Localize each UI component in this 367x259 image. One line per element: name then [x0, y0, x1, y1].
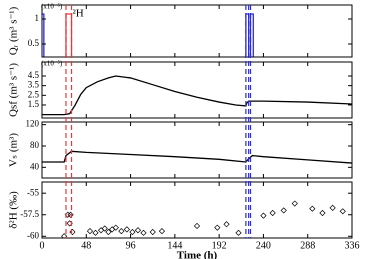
frame — [41, 121, 353, 179]
y-tick-label: -60 — [27, 230, 39, 240]
x-tick-label: 336 — [345, 240, 360, 251]
point — [86, 228, 94, 235]
point — [223, 221, 230, 228]
x-tick-label: 288 — [300, 240, 315, 251]
point — [269, 209, 276, 217]
x-tick-label: 240 — [256, 240, 271, 251]
point — [149, 228, 156, 236]
y-tick-label: 1 — [35, 13, 40, 23]
point — [123, 226, 130, 233]
point — [61, 233, 68, 238]
axis-exponent: (x10⁻⁵) — [41, 3, 63, 11]
y-axis-label: Qᵣ (m³ s⁻¹) — [8, 6, 20, 55]
point — [214, 224, 221, 231]
plot-area — [61, 200, 346, 238]
line — [42, 13, 254, 57]
x-tick-label: 144 — [167, 240, 182, 251]
x-tick-label: 48 — [81, 240, 91, 251]
plot-area — [42, 150, 352, 164]
y-tick-label: 4.5 — [28, 70, 40, 80]
point — [134, 227, 142, 234]
y-tick-label: 0.5 — [28, 38, 40, 48]
point — [129, 228, 136, 236]
y-tick-label: 80 — [30, 140, 40, 150]
x-tick-label: 0 — [40, 240, 45, 251]
y-tick-label: -57.5 — [20, 209, 39, 219]
y-tick-label: 2.5 — [28, 89, 40, 99]
point — [309, 205, 316, 212]
y-tick-label: 40 — [30, 161, 40, 171]
y-tick-label: -55 — [27, 187, 39, 197]
y-axis-label: Qsf (m³ s⁻¹) — [8, 63, 20, 117]
point — [112, 224, 119, 231]
point — [105, 228, 112, 236]
y-axis-label: δ²H (‰) — [8, 191, 20, 229]
axis-exponent: (x10⁻⁵) — [41, 60, 63, 68]
frame — [41, 181, 353, 239]
x-axis-label: Time (h) — [177, 250, 218, 259]
point — [193, 222, 201, 230]
plot-area — [42, 75, 352, 116]
frame — [41, 4, 353, 58]
point — [158, 228, 166, 235]
annotation: ²H — [72, 8, 83, 20]
y-tick-label: 3.5 — [28, 80, 40, 90]
plot-area — [42, 13, 254, 57]
point — [97, 227, 105, 234]
y-tick-label: 120 — [26, 119, 40, 129]
point — [339, 208, 346, 215]
point — [101, 225, 108, 232]
frame — [41, 61, 353, 119]
line — [42, 150, 352, 164]
x-tick-label: 192 — [212, 240, 227, 251]
point — [140, 229, 147, 236]
point — [69, 228, 76, 236]
point — [319, 209, 326, 217]
point — [67, 211, 74, 218]
point — [260, 212, 267, 219]
point — [235, 229, 242, 236]
line — [42, 75, 352, 116]
point — [291, 200, 298, 207]
point — [280, 207, 287, 214]
point — [92, 229, 99, 236]
point — [329, 204, 336, 211]
point — [118, 228, 125, 235]
line — [65, 13, 73, 57]
y-axis-label: Vₛ (m³) — [8, 133, 20, 167]
x-tick-label: 96 — [126, 240, 136, 251]
y-tick-label: 1.5 — [28, 99, 40, 109]
